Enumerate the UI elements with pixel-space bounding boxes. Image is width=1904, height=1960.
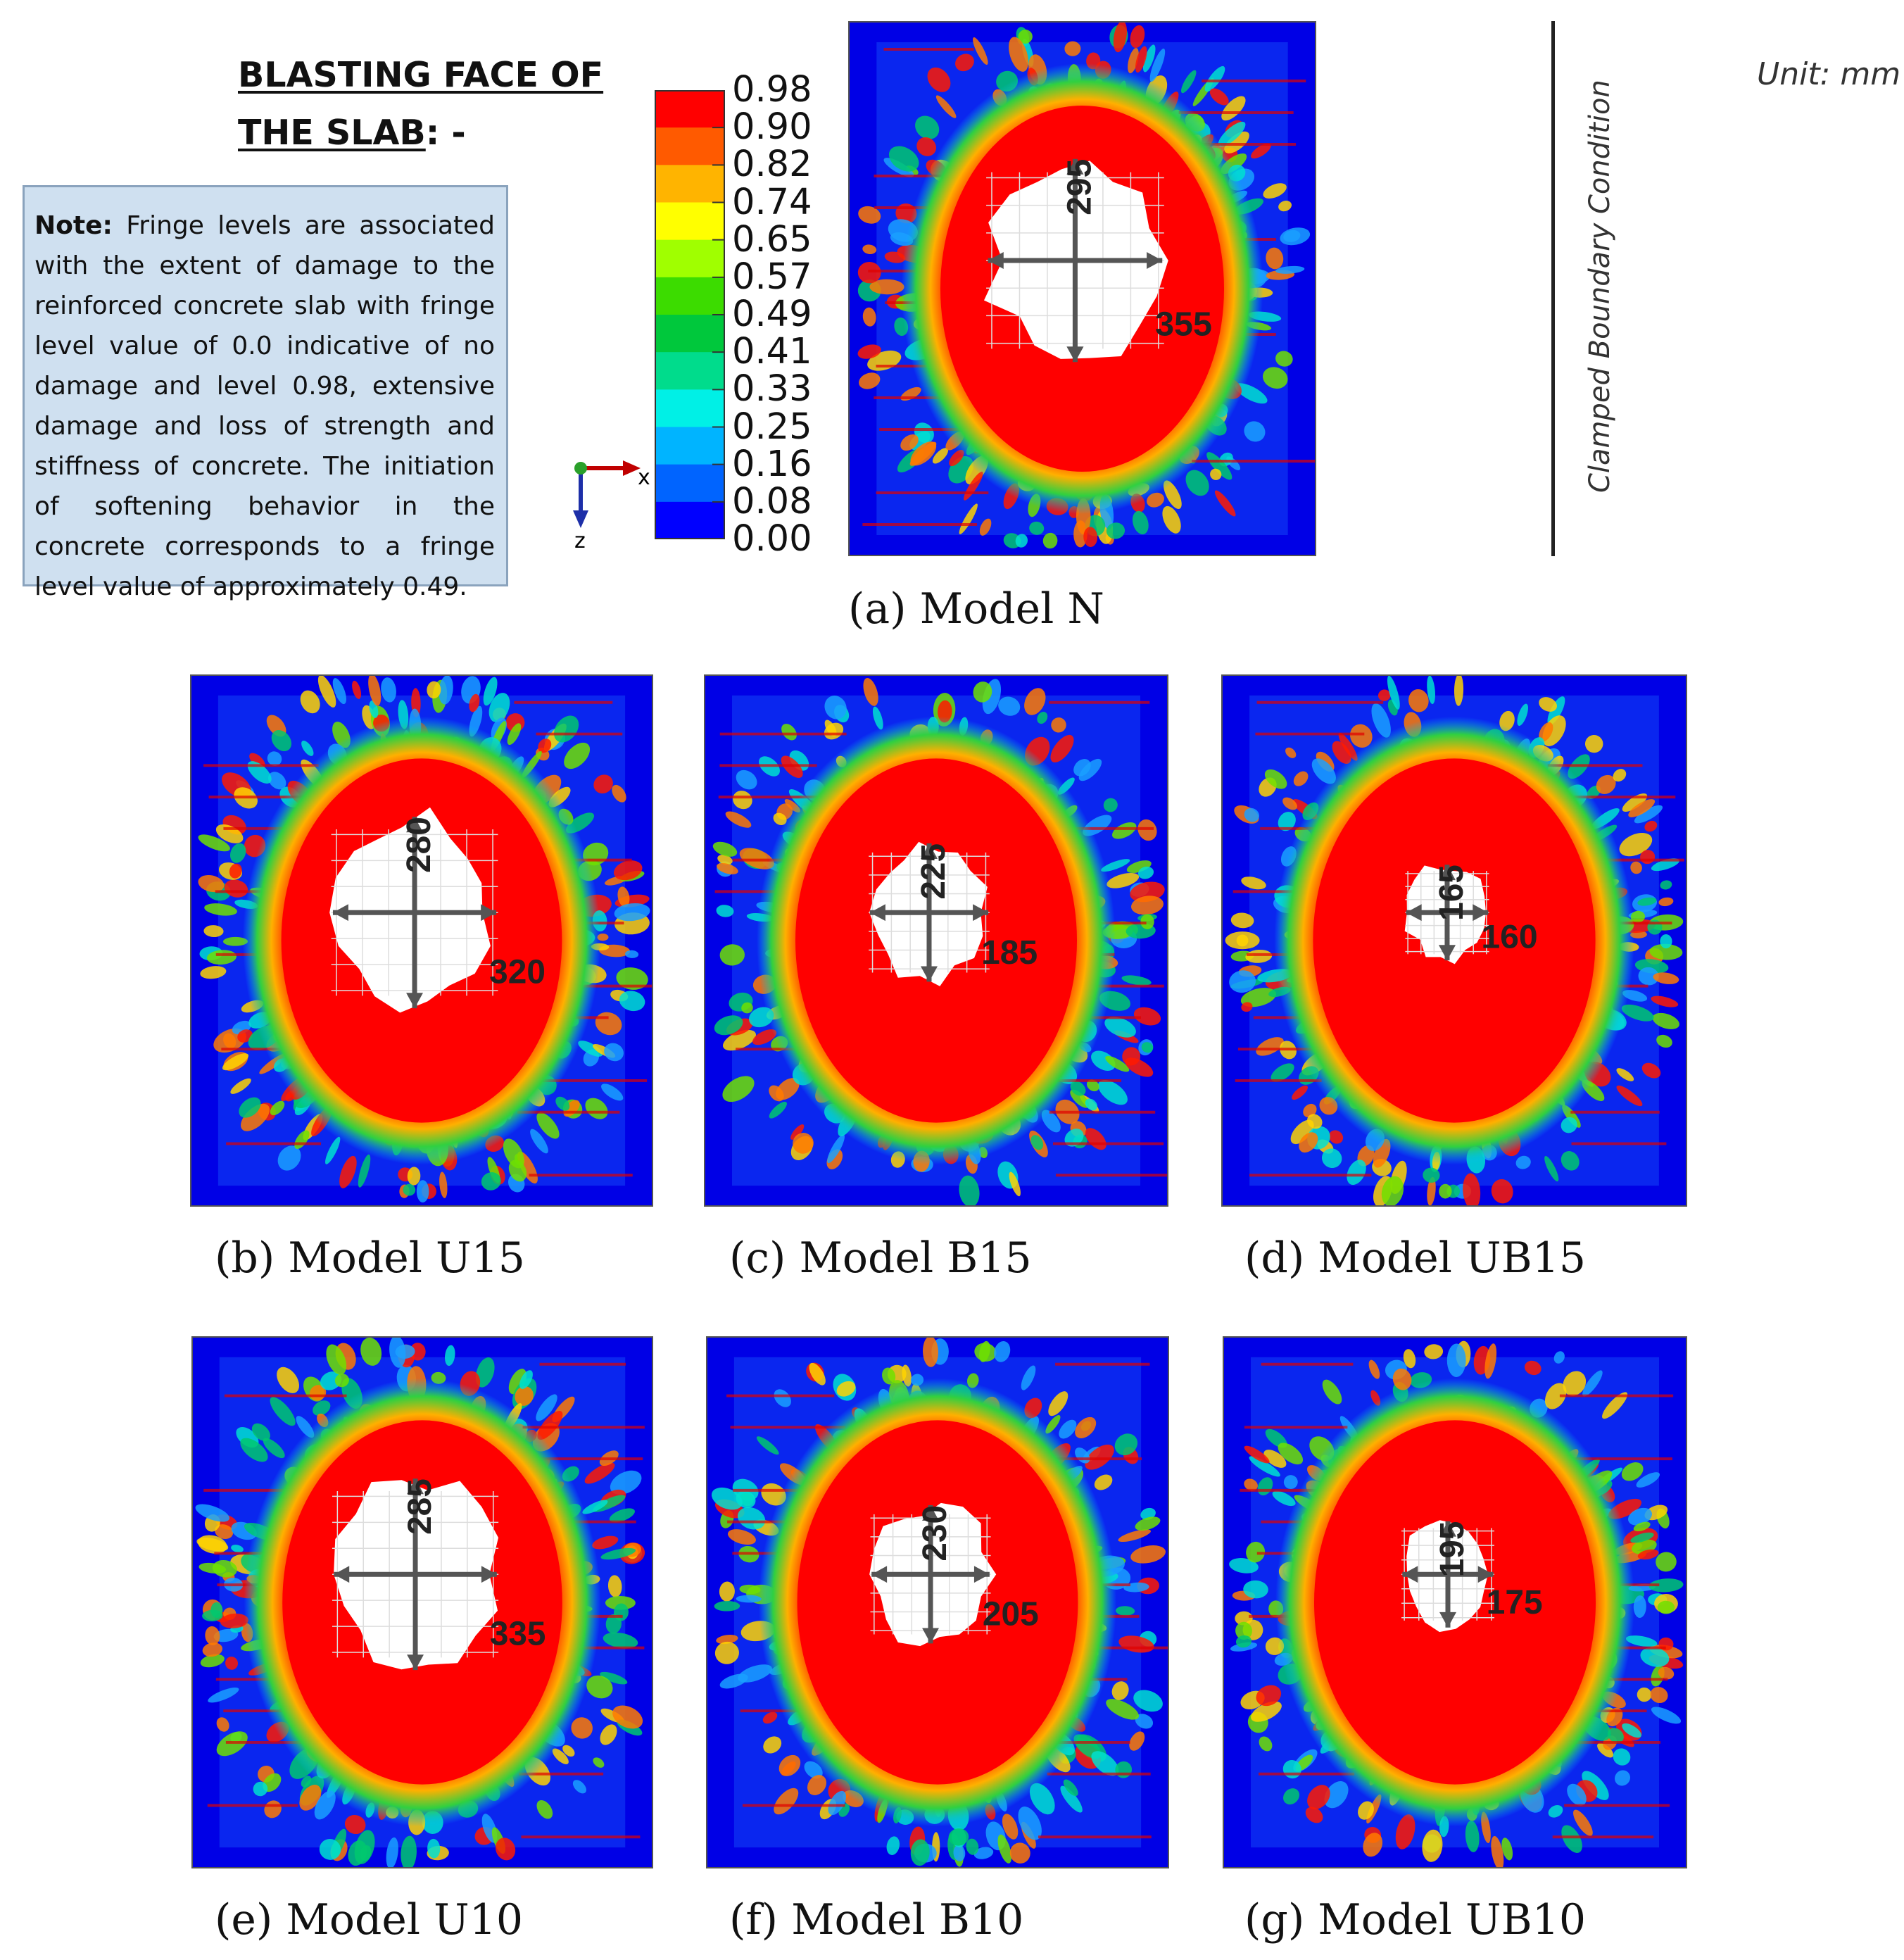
model-caption: (f) Model B10 xyxy=(729,1895,1024,1945)
legend-level-label: 0.00 xyxy=(732,518,812,560)
legend-level-label: 0.65 xyxy=(732,218,812,260)
vertical-dimension-label: 230 xyxy=(916,1505,954,1562)
legend-level-label: 0.25 xyxy=(732,406,812,448)
legend-swatch xyxy=(655,239,725,278)
legend-level-label: 0.33 xyxy=(732,368,812,410)
model-caption: (a) Model N xyxy=(848,584,1104,634)
unit-label: Unit: mm xyxy=(1757,56,1901,92)
perforation-hole xyxy=(329,807,491,1013)
model-caption: (e) Model U10 xyxy=(215,1895,524,1945)
horizontal-dimension-label: 185 xyxy=(981,934,1038,972)
model-caption: (c) Model B15 xyxy=(729,1233,1032,1283)
axis-triad-icon: x z xyxy=(573,460,650,549)
legend-level-label: 0.08 xyxy=(732,480,812,522)
horizontal-dimension-label: 335 xyxy=(490,1616,546,1653)
legend-swatch xyxy=(655,352,725,390)
heading-line-2-underlined: THE SLAB xyxy=(238,113,426,153)
legend-swatch xyxy=(655,202,725,241)
figure-heading: BLASTING FACE OF THE SLAB: - xyxy=(238,46,603,162)
legend-swatch xyxy=(655,277,725,315)
heading-line-2: THE SLAB: - xyxy=(238,104,603,162)
legend-swatch xyxy=(655,501,725,539)
axis-x-label: x xyxy=(638,465,650,490)
boundary-line xyxy=(1551,21,1555,556)
note-box: Note: Fringe levels are associated with … xyxy=(23,185,508,601)
note-text: Fringe levels are associated with the ex… xyxy=(34,211,495,601)
legend-level-label: 0.16 xyxy=(732,443,812,485)
model-caption: (b) Model U15 xyxy=(215,1233,525,1283)
legend-swatch xyxy=(655,464,725,503)
slab-damage-plot: 225 185 xyxy=(704,674,1168,1207)
legend-level-label: 0.98 xyxy=(732,69,812,111)
vertical-dimension-label: 285 xyxy=(401,1478,439,1535)
legend-level-label: 0.49 xyxy=(732,294,812,335)
horizontal-dimension-label: 160 xyxy=(1481,919,1537,956)
model-caption: (g) Model UB10 xyxy=(1244,1895,1587,1945)
legend-level-label: 0.74 xyxy=(732,181,812,223)
slab-damage-plot: 195 175 xyxy=(1223,1336,1687,1868)
vertical-dimension-label: 295 xyxy=(1060,159,1098,215)
legend-swatch xyxy=(655,427,725,465)
legend-level-label: 0.41 xyxy=(732,331,812,373)
legend-level-label: 0.82 xyxy=(732,144,812,186)
legend-level-label: 0.90 xyxy=(732,106,812,149)
horizontal-dimension-label: 175 xyxy=(1487,1584,1543,1621)
legend-swatch xyxy=(655,165,725,203)
legend-swatch xyxy=(655,389,725,427)
fringe-legend-bar xyxy=(655,90,725,539)
horizontal-dimension-label: 205 xyxy=(983,1596,1039,1633)
boundary-label: Clamped Boundary Condition xyxy=(1584,80,1616,493)
heading-line-1: BLASTING FACE OF xyxy=(238,55,604,95)
horizontal-dimension-label: 355 xyxy=(1155,306,1212,344)
note-label: Note: xyxy=(34,211,113,240)
horizontal-dimension-label: 320 xyxy=(489,954,546,991)
axis-z-label: z xyxy=(574,529,586,549)
slab-damage-plot: 230 205 xyxy=(706,1336,1169,1868)
slab-damage-plot: 165 160 xyxy=(1221,674,1687,1207)
legend-swatch xyxy=(655,127,725,165)
heading-line-2-rest: : - xyxy=(425,113,466,153)
slab-damage-plot: 285 335 xyxy=(191,1336,653,1868)
vertical-dimension-label: 195 xyxy=(1434,1521,1471,1578)
model-caption: (d) Model UB15 xyxy=(1244,1233,1587,1283)
slab-damage-plot: 295 355 xyxy=(848,21,1316,556)
vertical-dimension-label: 165 xyxy=(1433,865,1470,921)
legend-swatch xyxy=(655,315,725,353)
legend-swatch xyxy=(655,90,725,128)
legend-level-label: 0.57 xyxy=(732,256,812,298)
vertical-dimension-label: 280 xyxy=(401,817,438,873)
vertical-dimension-label: 225 xyxy=(915,843,952,900)
slab-damage-plot: 280 320 xyxy=(190,674,653,1207)
